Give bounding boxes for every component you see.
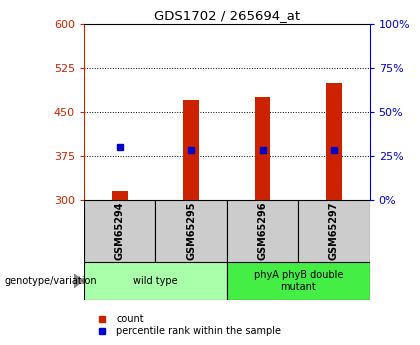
Text: GSM65297: GSM65297 xyxy=(329,202,339,260)
Bar xyxy=(326,83,342,200)
Text: GSM65294: GSM65294 xyxy=(115,202,125,260)
Text: phyA phyB double
mutant: phyA phyB double mutant xyxy=(254,270,343,292)
Text: wild type: wild type xyxy=(133,276,178,286)
Legend: count, percentile rank within the sample: count, percentile rank within the sample xyxy=(89,310,285,340)
Text: GSM65296: GSM65296 xyxy=(257,202,268,260)
Title: GDS1702 / 265694_at: GDS1702 / 265694_at xyxy=(154,9,300,22)
Bar xyxy=(227,200,298,262)
Bar xyxy=(255,97,270,200)
Bar xyxy=(112,191,128,200)
Bar xyxy=(84,262,227,300)
Bar xyxy=(155,200,227,262)
Text: genotype/variation: genotype/variation xyxy=(4,276,97,286)
Bar xyxy=(84,200,155,262)
Bar xyxy=(227,262,370,300)
Bar xyxy=(298,200,370,262)
Text: GSM65295: GSM65295 xyxy=(186,202,196,260)
Bar xyxy=(183,100,199,200)
Polygon shape xyxy=(74,274,83,288)
